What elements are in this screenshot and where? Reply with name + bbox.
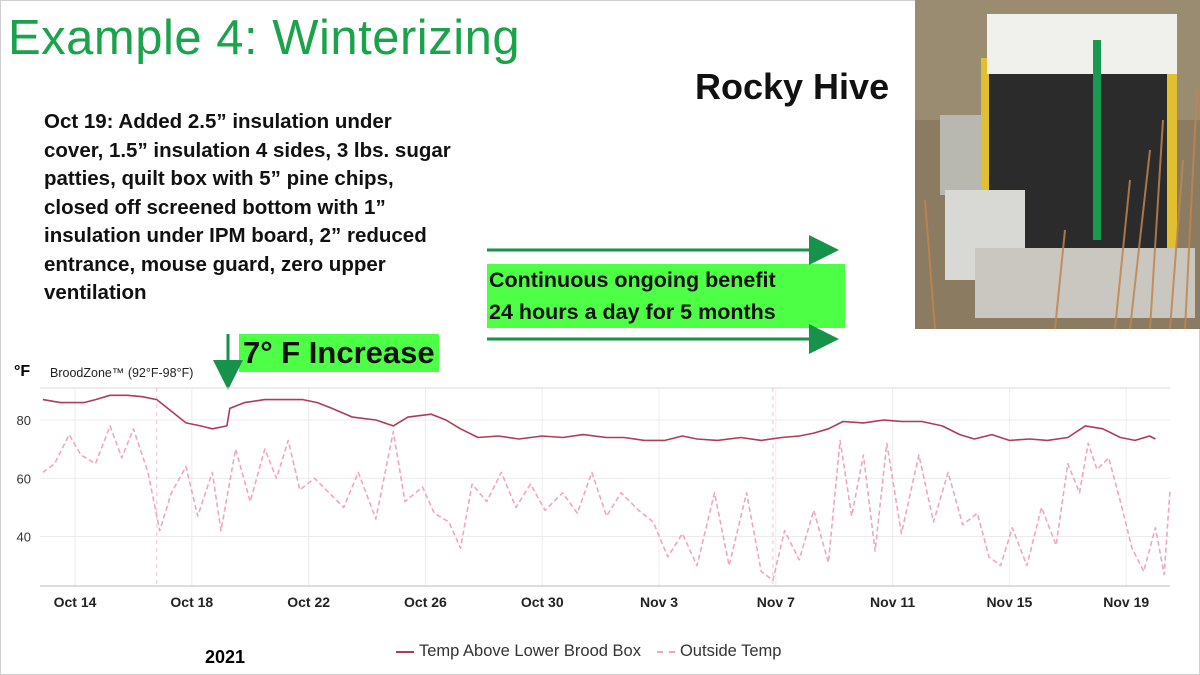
x-tick-label: Oct 14: [54, 594, 97, 610]
legend-item-outside: Outside Temp: [656, 642, 782, 661]
x-tick-label: Nov 19: [1103, 594, 1149, 610]
benefit-callout: Continuous ongoing benefit 24 hours a da…: [487, 264, 845, 328]
x-tick-label: Nov 7: [757, 594, 795, 610]
legend-label-brood: Temp Above Lower Brood Box: [419, 642, 641, 660]
legend-label-outside: Outside Temp: [679, 642, 782, 660]
legend-swatch-brood: [396, 650, 414, 653]
winterizing-notes: Oct 19: Added 2.5” insulation under cove…: [44, 110, 451, 304]
y-tick-label: 60: [17, 471, 31, 486]
slide-title: Example 4: Winterizing: [8, 11, 521, 65]
benefit-line-1: Continuous ongoing benefit: [487, 264, 845, 296]
x-tick-label: Oct 18: [170, 594, 213, 610]
brood-zone-label: BroodZone™ (92°F-98°F): [50, 366, 194, 380]
chart-legend: Temp Above Lower Brood Box Outside Temp: [396, 642, 797, 661]
legend-item-brood: Temp Above Lower Brood Box: [396, 642, 641, 661]
y-tick-label: 40: [17, 530, 31, 545]
series-line-brood-temp: [42, 394, 1156, 442]
legend-swatch-outside: [656, 650, 675, 653]
y-tick-label: 80: [17, 413, 31, 428]
x-tick-label: Oct 22: [287, 594, 330, 610]
benefit-line-2: 24 hours a day for 5 months: [487, 296, 845, 328]
x-tick-label: Nov 11: [870, 594, 915, 610]
x-tick-label: Nov 15: [986, 594, 1032, 610]
hive-photo-illustration: [915, 0, 1200, 329]
x-tick-label: Oct 26: [404, 594, 447, 610]
increase-callout: 7° F Increase: [239, 334, 439, 372]
hive-photo: [915, 0, 1200, 329]
year-label: 2021: [205, 647, 246, 667]
y-axis-unit: °F: [14, 363, 31, 380]
x-tick-label: Nov 3: [640, 594, 678, 610]
x-tick-label: Oct 30: [521, 594, 564, 610]
series-line-outside-temp: [42, 425, 1171, 581]
hive-name: Rocky Hive: [695, 66, 890, 107]
